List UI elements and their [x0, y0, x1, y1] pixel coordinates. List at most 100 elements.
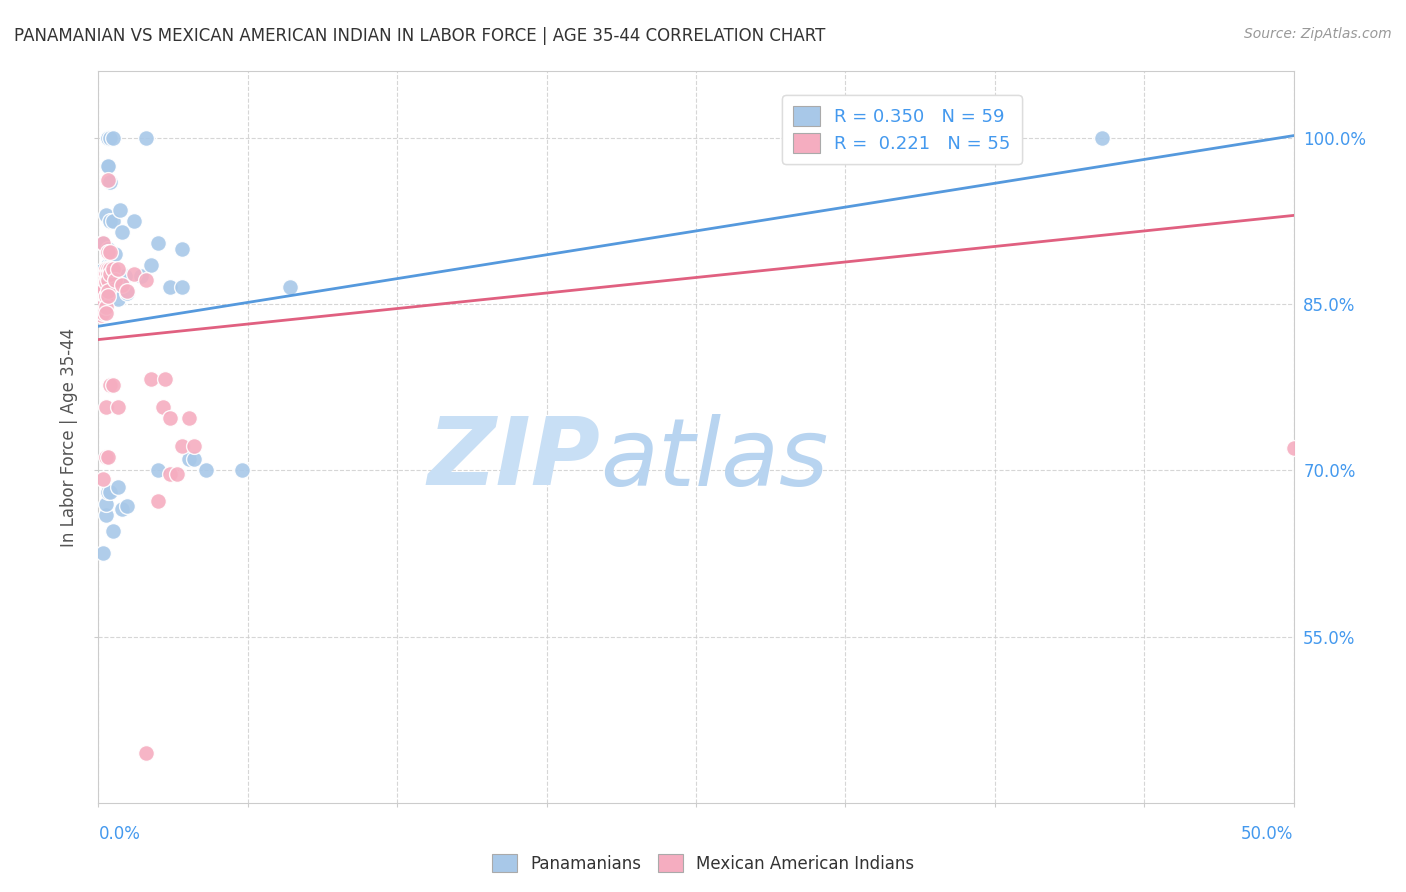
- Point: [98, 378, 122, 392]
- Point: [148, 463, 170, 477]
- Point: [159, 467, 181, 481]
- Point: [91, 280, 114, 294]
- Point: [139, 372, 162, 386]
- Point: [101, 131, 124, 145]
- Point: [94, 301, 117, 315]
- Point: [94, 450, 117, 464]
- Point: [108, 202, 131, 217]
- Point: [98, 258, 122, 272]
- Point: [101, 261, 124, 276]
- Point: [94, 289, 117, 303]
- Point: [278, 280, 301, 294]
- Point: [97, 173, 120, 187]
- Point: [115, 499, 138, 513]
- Point: [91, 236, 114, 251]
- Point: [91, 292, 114, 306]
- Point: [94, 280, 117, 294]
- Point: [972, 131, 994, 145]
- Point: [104, 273, 127, 287]
- Point: [94, 264, 117, 278]
- Point: [97, 485, 120, 500]
- Text: atlas: atlas: [600, 414, 828, 505]
- Point: [91, 275, 114, 289]
- Point: [183, 452, 205, 467]
- Point: [107, 480, 129, 494]
- Point: [91, 269, 114, 284]
- Point: [98, 131, 122, 145]
- Point: [1091, 131, 1114, 145]
- Point: [91, 236, 114, 251]
- Point: [135, 131, 157, 145]
- Point: [98, 214, 122, 228]
- Point: [97, 289, 120, 303]
- Point: [97, 284, 120, 298]
- Legend: Panamanians, Mexican American Indians: Panamanians, Mexican American Indians: [485, 847, 921, 880]
- Point: [90, 285, 112, 300]
- Point: [90, 275, 112, 289]
- Point: [91, 269, 114, 284]
- Point: [91, 285, 114, 300]
- Point: [97, 242, 120, 256]
- Point: [179, 411, 201, 425]
- Point: [155, 372, 177, 386]
- Point: [94, 275, 117, 289]
- Point: [179, 452, 201, 467]
- Point: [101, 524, 124, 539]
- Point: [98, 261, 122, 276]
- Point: [135, 273, 157, 287]
- Point: [97, 258, 120, 272]
- Point: [172, 280, 194, 294]
- Y-axis label: In Labor Force | Age 35-44: In Labor Force | Age 35-44: [60, 327, 79, 547]
- Point: [159, 411, 181, 425]
- Point: [107, 261, 129, 276]
- Point: [111, 278, 134, 293]
- Point: [97, 269, 120, 284]
- Point: [94, 306, 117, 320]
- Point: [124, 214, 146, 228]
- Point: [94, 289, 117, 303]
- Point: [152, 400, 174, 414]
- Point: [98, 485, 122, 500]
- Point: [101, 378, 124, 392]
- Point: [139, 258, 162, 272]
- Point: [104, 247, 127, 261]
- Point: [94, 497, 117, 511]
- Point: [166, 467, 188, 481]
- Point: [115, 285, 138, 300]
- Point: [94, 273, 117, 287]
- Point: [90, 308, 112, 322]
- Point: [97, 131, 120, 145]
- Point: [97, 131, 120, 145]
- Point: [94, 400, 117, 414]
- Point: [111, 225, 134, 239]
- Point: [90, 264, 112, 278]
- Point: [91, 306, 114, 320]
- Point: [101, 214, 124, 228]
- Point: [135, 746, 157, 760]
- Text: ZIP: ZIP: [427, 413, 600, 505]
- Point: [90, 302, 112, 317]
- Point: [231, 463, 253, 477]
- Point: [98, 267, 122, 281]
- Point: [124, 267, 146, 281]
- Point: [111, 502, 134, 516]
- Point: [94, 275, 117, 289]
- Point: [97, 267, 120, 281]
- Point: [91, 472, 114, 486]
- Point: [94, 508, 117, 522]
- Point: [107, 292, 129, 306]
- Point: [172, 439, 194, 453]
- Point: [107, 400, 129, 414]
- Point: [91, 284, 114, 298]
- Point: [131, 269, 153, 284]
- Point: [94, 292, 117, 306]
- Point: [148, 236, 170, 251]
- Point: [97, 273, 120, 287]
- Point: [97, 261, 120, 276]
- Point: [91, 546, 114, 560]
- Point: [98, 175, 122, 189]
- Point: [183, 439, 205, 453]
- Point: [115, 284, 138, 298]
- Text: 50.0%: 50.0%: [1241, 825, 1294, 843]
- Point: [91, 284, 114, 298]
